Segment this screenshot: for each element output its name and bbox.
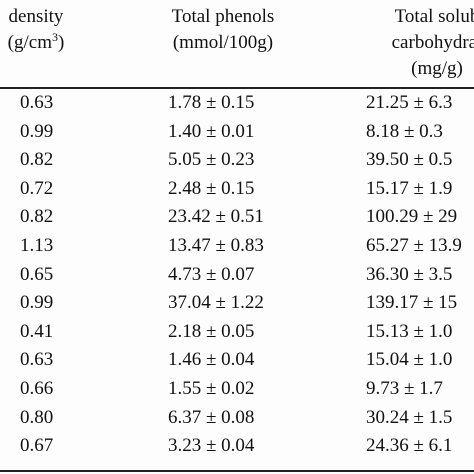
cell-total-phenols: 1.55 ± 0.02 [168, 378, 255, 399]
table-row: 0.41 2.18 ± 0.05 15.13 ± 1.0 [0, 318, 474, 347]
cell-density: 0.41 [20, 320, 54, 342]
header-density-unit-suffix: ) [58, 32, 65, 53]
table-row: 0.65 4.73 ± 0.07 36.30 ± 3.5 [0, 261, 474, 290]
cell-density: 0.65 [20, 263, 54, 285]
header-density: density (g/cm3) [0, 4, 72, 56]
header-phenols-line2: (mmol/100g) [172, 32, 274, 53]
cell-total-phenols: 37.04 ± 1.22 [168, 292, 264, 314]
cell-total-phenols: 23.42 ± 0.51 [168, 206, 264, 228]
table-row: 0.67 3.23 ± 0.04 24.36 ± 6.1 [0, 432, 474, 461]
table-row: 0.63 1.78 ± 0.15 21.25 ± 6.3 [0, 89, 474, 118]
table-row: 0.66 1.55 ± 0.02 9.73 ± 1.7 [0, 375, 474, 404]
cell-total-phenols: 2.48 ± 0.15 [168, 177, 255, 199]
header-density-line2: (g/cm3) [0, 30, 72, 56]
cell-total-carbohydrates: 9.73 ± 1.7 [366, 378, 443, 399]
cell-total-phenols: 1.78 ± 0.15 [168, 92, 255, 113]
cell-total-carbohydrates: 139.17 ± 15 [366, 292, 458, 314]
cell-total-carbohydrates: 15.17 ± 1.9 [366, 177, 453, 199]
cell-total-carbohydrates: 65.27 ± 13.9 [366, 235, 462, 256]
cell-total-phenols: 13.47 ± 0.83 [168, 235, 264, 256]
cell-total-carbohydrates: 8.18 ± 0.3 [366, 120, 443, 142]
table-row: 0.63 1.46 ± 0.04 15.04 ± 1.0 [0, 346, 474, 375]
table-row: 0.82 5.05 ± 0.23 39.50 ± 0.5 [0, 146, 474, 175]
cell-total-phenols: 3.23 ± 0.04 [168, 435, 255, 457]
cell-density: 0.72 [20, 177, 54, 199]
table-row: 0.72 2.48 ± 0.15 15.17 ± 1.9 [0, 175, 474, 204]
cell-density: 0.63 [20, 349, 54, 371]
header-carbo-line1: Total solub [394, 6, 474, 27]
cell-density: 0.99 [20, 120, 54, 142]
cell-density: 0.82 [20, 149, 54, 171]
cell-density: 0.99 [20, 292, 54, 314]
header-total-phenols: Total phenols (mmol/100g) [148, 4, 298, 56]
cell-total-carbohydrates: 100.29 ± 29 [366, 206, 458, 228]
cell-total-carbohydrates: 21.25 ± 6.3 [366, 92, 453, 113]
table-row: 0.80 6.37 ± 0.08 30.24 ± 1.5 [0, 404, 474, 433]
cell-total-phenols: 5.05 ± 0.23 [168, 149, 255, 171]
cell-total-phenols: 1.46 ± 0.04 [168, 349, 255, 371]
cell-total-phenols: 2.18 ± 0.05 [168, 320, 255, 342]
header-carbo-line2: carbohydrat [391, 32, 474, 53]
header-phenols-line1: Total phenols [171, 6, 275, 27]
table-row: 0.99 37.04 ± 1.22 139.17 ± 15 [0, 289, 474, 318]
cell-density: 0.67 [20, 435, 54, 457]
bottom-rule [0, 470, 474, 472]
cell-total-carbohydrates: 39.50 ± 0.5 [366, 149, 453, 171]
cell-total-carbohydrates: 15.13 ± 1.0 [366, 320, 453, 342]
table-row: 1.13 13.47 ± 0.83 65.27 ± 13.9 [0, 232, 474, 261]
header-total-soluble-carbohydrates: Total solub carbohydrat (mg/g) [352, 4, 474, 82]
header-rule [0, 87, 474, 89]
cell-total-phenols: 1.40 ± 0.01 [168, 120, 255, 142]
cell-density: 0.66 [20, 378, 54, 399]
cell-density: 0.63 [20, 92, 54, 113]
table-row: 0.99 1.40 ± 0.01 8.18 ± 0.3 [0, 118, 474, 147]
header-density-unit-prefix: (g/cm [7, 32, 52, 53]
cell-density: 1.13 [20, 235, 54, 256]
cell-density: 0.82 [20, 206, 54, 228]
cell-total-carbohydrates: 30.24 ± 1.5 [366, 406, 453, 428]
cell-total-carbohydrates: 15.04 ± 1.0 [366, 349, 453, 371]
table-row: 0.82 23.42 ± 0.51 100.29 ± 29 [0, 203, 474, 232]
header-carbo-line3: (mg/g) [411, 58, 463, 79]
header-density-line1: density [8, 6, 64, 27]
cell-total-carbohydrates: 24.36 ± 6.1 [366, 435, 453, 457]
header-density-unit-exponent: 3 [52, 30, 58, 44]
cell-total-phenols: 6.37 ± 0.08 [168, 406, 255, 428]
cell-total-carbohydrates: 36.30 ± 3.5 [366, 263, 453, 285]
cell-density: 0.80 [20, 406, 54, 428]
cell-total-phenols: 4.73 ± 0.07 [168, 263, 255, 285]
